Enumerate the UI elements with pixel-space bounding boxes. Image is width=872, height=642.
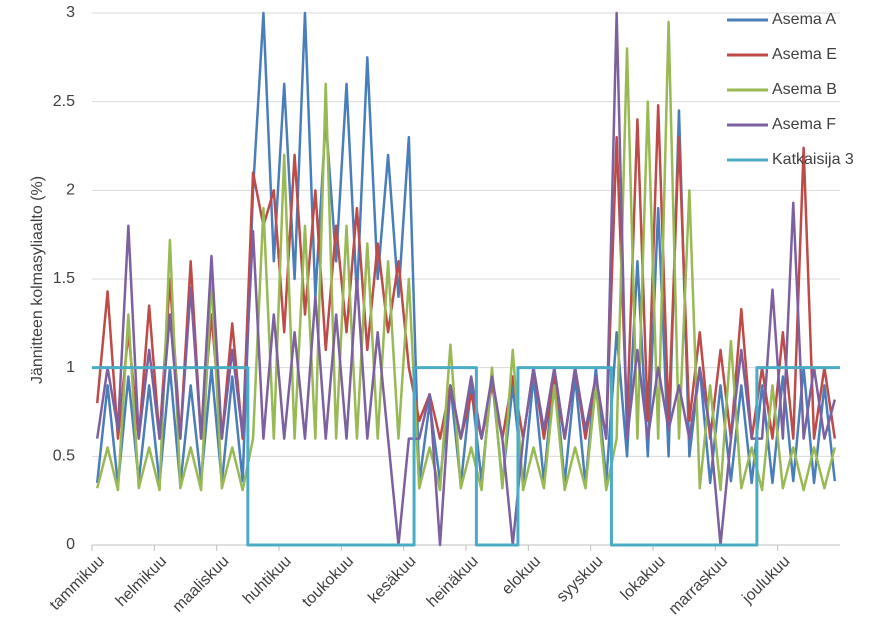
x-tick-label: helmikuu (113, 553, 170, 610)
x-tick-label: joulukuu (739, 553, 794, 608)
series-line (92, 366, 840, 547)
y-axis-label: Jännitteen kolmasyliaalto (%) (29, 176, 46, 384)
x-tick-label: maaliskuu (170, 553, 233, 616)
y-tick-label: 2 (66, 182, 75, 199)
legend-label: Katkaisija 3 (772, 151, 854, 168)
x-tick-label: huhtikuu (240, 553, 295, 608)
x-tick-label: elokuu (499, 553, 544, 598)
legend-label: Asema F (772, 116, 836, 133)
y-tick-label: 0.5 (53, 448, 75, 465)
x-tick-label: lokakuu (618, 553, 669, 604)
y-tick-label: 2.5 (53, 93, 75, 110)
x-tick-label: marraskuu (666, 553, 731, 618)
x-tick-label: kesäkuu (365, 553, 419, 607)
legend-label: Asema E (772, 46, 837, 63)
x-tick-label: tammikuu (47, 553, 108, 614)
y-tick-label: 3 (66, 4, 75, 21)
y-tick-label: 0 (66, 536, 75, 553)
series-line (95, 103, 837, 440)
y-tick-label: 1.5 (53, 270, 75, 287)
x-tick-label: heinäkuu (424, 553, 482, 611)
series-line (95, 20, 837, 492)
legend-label: Asema B (772, 81, 837, 98)
x-tick-label: toukokuu (299, 553, 357, 611)
series-line (95, 11, 837, 547)
y-tick-label: 1 (66, 359, 75, 376)
legend-label: Asema A (772, 11, 836, 28)
x-tick-label: syyskuu (554, 553, 607, 606)
